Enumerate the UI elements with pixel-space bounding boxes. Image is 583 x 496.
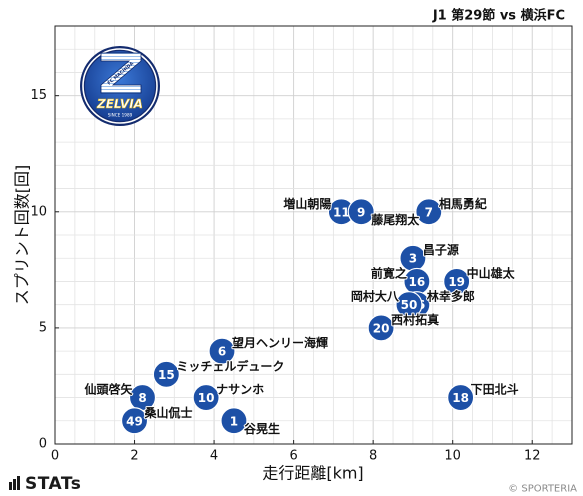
player-name-label: 中山雄太 bbox=[467, 265, 516, 280]
player-points: 11973161926502061510849118 bbox=[120, 198, 475, 435]
y-axis-label: スプリント回数[回] bbox=[13, 165, 32, 306]
x-tick-label: 8 bbox=[369, 449, 377, 464]
x-tick-label: 2 bbox=[130, 449, 138, 464]
player-point: 9 bbox=[347, 198, 375, 226]
crest-name-text: ZELVIA bbox=[96, 97, 143, 111]
player-name-label: 藤尾翔太 bbox=[370, 212, 420, 227]
x-axis-label: 走行距離[km] bbox=[262, 464, 363, 483]
player-number: 11 bbox=[333, 205, 350, 219]
player-marker-circle bbox=[443, 267, 471, 296]
player-name-label: 増山朝陽 bbox=[283, 196, 331, 211]
player-number: 19 bbox=[448, 275, 465, 289]
plot-frame bbox=[54, 25, 573, 445]
crest-z-mark bbox=[100, 52, 142, 94]
player-number: 20 bbox=[373, 321, 390, 335]
player-point: 18 bbox=[447, 383, 475, 412]
player-number: 6 bbox=[218, 345, 226, 359]
player-name-label: 岡村大八 bbox=[351, 289, 400, 304]
x-tick-label: 10 bbox=[444, 449, 461, 464]
chart-title: J1 第29節 vs 横浜FC bbox=[432, 8, 565, 24]
player-point: 7 bbox=[415, 198, 443, 226]
player-number: 50 bbox=[401, 298, 418, 312]
player-name-label: 相馬勇紀 bbox=[439, 196, 487, 211]
crest-since-text: SINCE 1989 bbox=[108, 113, 133, 118]
player-marker-circle bbox=[415, 198, 443, 226]
player-marker-circle bbox=[192, 383, 220, 412]
player-point: 15 bbox=[152, 360, 180, 388]
player-name-label: 望月ヘンリー海輝 bbox=[232, 335, 328, 350]
player-marker-circle bbox=[208, 337, 236, 365]
player-number: 3 bbox=[409, 252, 417, 266]
player-point: 10 bbox=[192, 383, 220, 412]
player-marker-circle bbox=[220, 407, 248, 435]
x-tick-label: 6 bbox=[289, 449, 297, 464]
player-name-label: 桑山侃士 bbox=[145, 405, 193, 420]
x-tick-label: 12 bbox=[524, 449, 541, 464]
player-number: 7 bbox=[425, 205, 433, 219]
player-marker-circle bbox=[395, 291, 423, 319]
player-name-label: ミッチェルデューク bbox=[176, 358, 284, 373]
player-name-label: 仙頭啓矢 bbox=[84, 382, 133, 397]
player-marker-circle bbox=[152, 360, 180, 388]
player-name-label: 林幸多郎 bbox=[427, 289, 475, 304]
player-number: 15 bbox=[158, 368, 175, 382]
player-number: 18 bbox=[452, 391, 469, 405]
y-tick-label: 5 bbox=[39, 320, 47, 335]
player-name-label: ナサンホ bbox=[216, 383, 264, 397]
player-name-label: 前寛之 bbox=[371, 265, 407, 280]
player-number: 49 bbox=[126, 414, 143, 428]
player-point: 50 bbox=[395, 291, 423, 319]
player-number: 9 bbox=[357, 205, 365, 219]
player-marker-circle bbox=[347, 198, 375, 226]
stats-brand-logo: STATs bbox=[9, 474, 81, 494]
player-point: 20 bbox=[367, 314, 395, 342]
x-tick-label: 4 bbox=[210, 449, 218, 464]
y-tick-label: 10 bbox=[30, 204, 47, 219]
player-marker-circle bbox=[120, 407, 149, 435]
player-number: 1 bbox=[230, 414, 238, 428]
player-point: 49 bbox=[120, 407, 149, 435]
player-marker-circle bbox=[447, 383, 475, 412]
copyright-text: © SPORTERIA bbox=[508, 484, 577, 495]
player-point: 16 bbox=[403, 267, 431, 296]
brand-name: STATs bbox=[25, 474, 81, 494]
player-point: 1 bbox=[220, 407, 248, 435]
x-tick-label: 0 bbox=[51, 449, 59, 464]
club-crest-logo: FC MACHIDA ZELVIA SINCE 1989 bbox=[80, 46, 160, 126]
y-tick-label: 0 bbox=[39, 437, 47, 452]
player-point: 6 bbox=[208, 337, 236, 365]
player-marker-circle bbox=[367, 314, 395, 342]
player-number: 16 bbox=[409, 275, 426, 289]
player-number: 8 bbox=[138, 391, 146, 405]
player-name-label: 西村拓真 bbox=[391, 312, 439, 327]
player-point: 19 bbox=[443, 267, 471, 296]
player-name-label: 谷晃生 bbox=[244, 421, 280, 436]
y-tick-label: 15 bbox=[30, 88, 47, 103]
bar-chart-icon bbox=[9, 476, 20, 490]
player-number: 10 bbox=[198, 391, 215, 405]
crest-white-ring bbox=[82, 48, 158, 124]
player-name-label: 昌子源 bbox=[423, 242, 459, 257]
player-name-label: 下田北斗 bbox=[471, 382, 519, 397]
